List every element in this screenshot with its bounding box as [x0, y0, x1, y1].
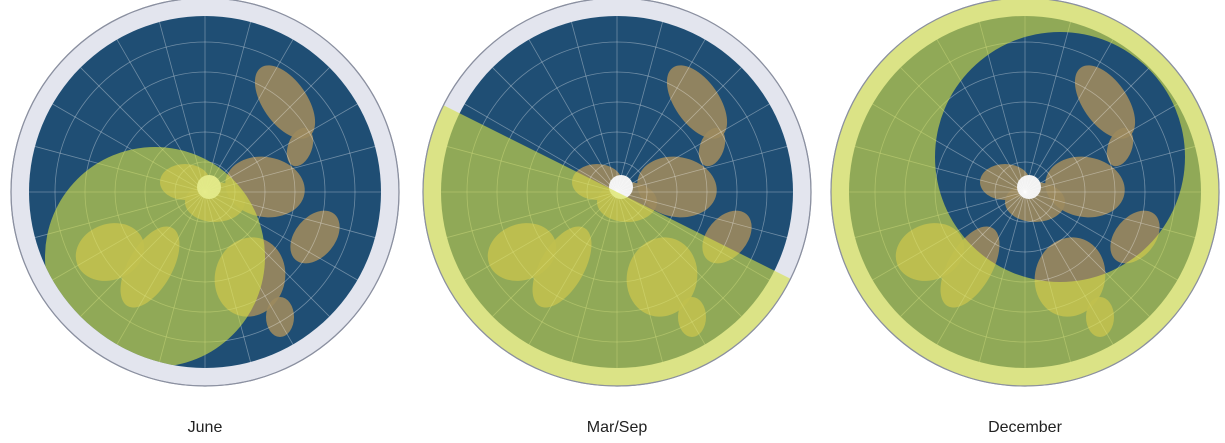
- continent: [286, 127, 314, 167]
- daylight: [831, 0, 1219, 386]
- outline: [830, 0, 1220, 387]
- panel-label: June: [188, 419, 223, 436]
- continent: [637, 156, 717, 218]
- outline: [10, 0, 400, 387]
- continent: [666, 65, 728, 139]
- grid-meridian: [464, 103, 618, 193]
- grid-meridian: [616, 21, 663, 193]
- daylight: [45, 147, 265, 367]
- map-panel: Mar/Sep: [422, 0, 812, 436]
- outline: [422, 0, 812, 387]
- grid-meridian: [528, 39, 618, 193]
- grid-meridian: [616, 67, 742, 193]
- grid-meridian: [616, 191, 788, 238]
- daylight: [423, 82, 811, 386]
- grid-meridian: [204, 67, 330, 193]
- panel-label: Mar/Sep: [587, 419, 648, 436]
- grid-meridian: [204, 39, 294, 193]
- continent: [698, 127, 726, 167]
- daylight-area: [423, 82, 811, 386]
- daylight-area: [45, 147, 265, 367]
- grid-meridian: [571, 21, 618, 193]
- continent: [290, 210, 340, 264]
- panels: June Mar/Sep December: [10, 0, 1220, 436]
- daylight-area: [831, 0, 1219, 386]
- map-panel: June: [10, 0, 400, 436]
- continent: [254, 65, 316, 139]
- grid-meridian: [616, 39, 706, 193]
- grid-meridian: [492, 67, 618, 193]
- grid-meridian: [616, 103, 770, 193]
- continent: [266, 297, 294, 337]
- map-panel: December: [830, 0, 1220, 436]
- panel-label: December: [988, 419, 1062, 436]
- grid-meridian: [616, 146, 788, 193]
